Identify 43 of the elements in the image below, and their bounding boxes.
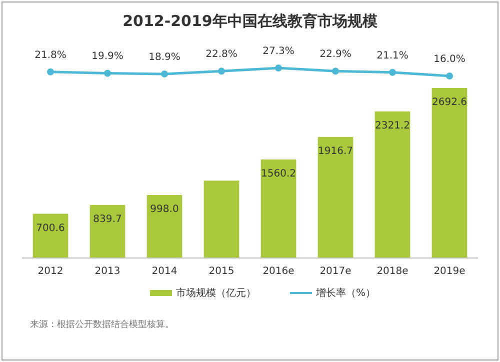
bar [432,88,468,258]
data-label: 998.0 [150,204,179,215]
point [161,70,168,78]
legend-label: 增长率（%） [315,287,376,299]
x-tick-label: 2018e [376,266,408,277]
bar [260,159,296,258]
legend-label: 市场规模（亿元） [176,287,256,299]
x-tick-label: 2019e [434,266,466,277]
bar [32,214,68,258]
data-label: 700.6 [36,222,65,234]
bar [318,136,354,258]
data-label: 1916.7 [318,146,353,157]
data-label: 18.9% [148,52,180,63]
point [389,68,396,76]
point [332,68,339,75]
data-label: 16.0% [434,54,466,65]
x-tick-label: 2013 [94,266,120,277]
x-tick-label: 2017e [320,266,352,277]
data-label: 22.8% [206,49,238,60]
data-label: 2692.6 [432,97,467,108]
data-label: 21.1% [376,50,408,62]
bar [90,204,126,258]
data-label: 19.9% [92,51,124,62]
chart-title: 2012-2019年中国在线教育市场规模 [122,12,378,30]
x-tick-label: 2016e [262,266,294,277]
data-label: 27.3% [262,46,294,57]
bar [146,194,182,258]
data-label: 21.8% [34,50,66,61]
bar [374,111,410,258]
point [104,70,111,77]
point [47,68,54,76]
point [275,64,282,72]
data-label: 839.7 [93,214,122,225]
data-label: 1560.2 [261,168,296,180]
x-tick-label: 2012 [38,266,64,277]
bar [204,180,240,258]
x-tick-label: 2015 [208,266,234,277]
x-tick-label: 2014 [152,266,178,277]
data-label: 2321.2 [375,120,410,132]
point [446,72,453,80]
source-note: 来源：根据公开数据结合模型核算。 [30,319,174,330]
point [218,68,225,75]
data-label: 22.9% [320,49,352,60]
